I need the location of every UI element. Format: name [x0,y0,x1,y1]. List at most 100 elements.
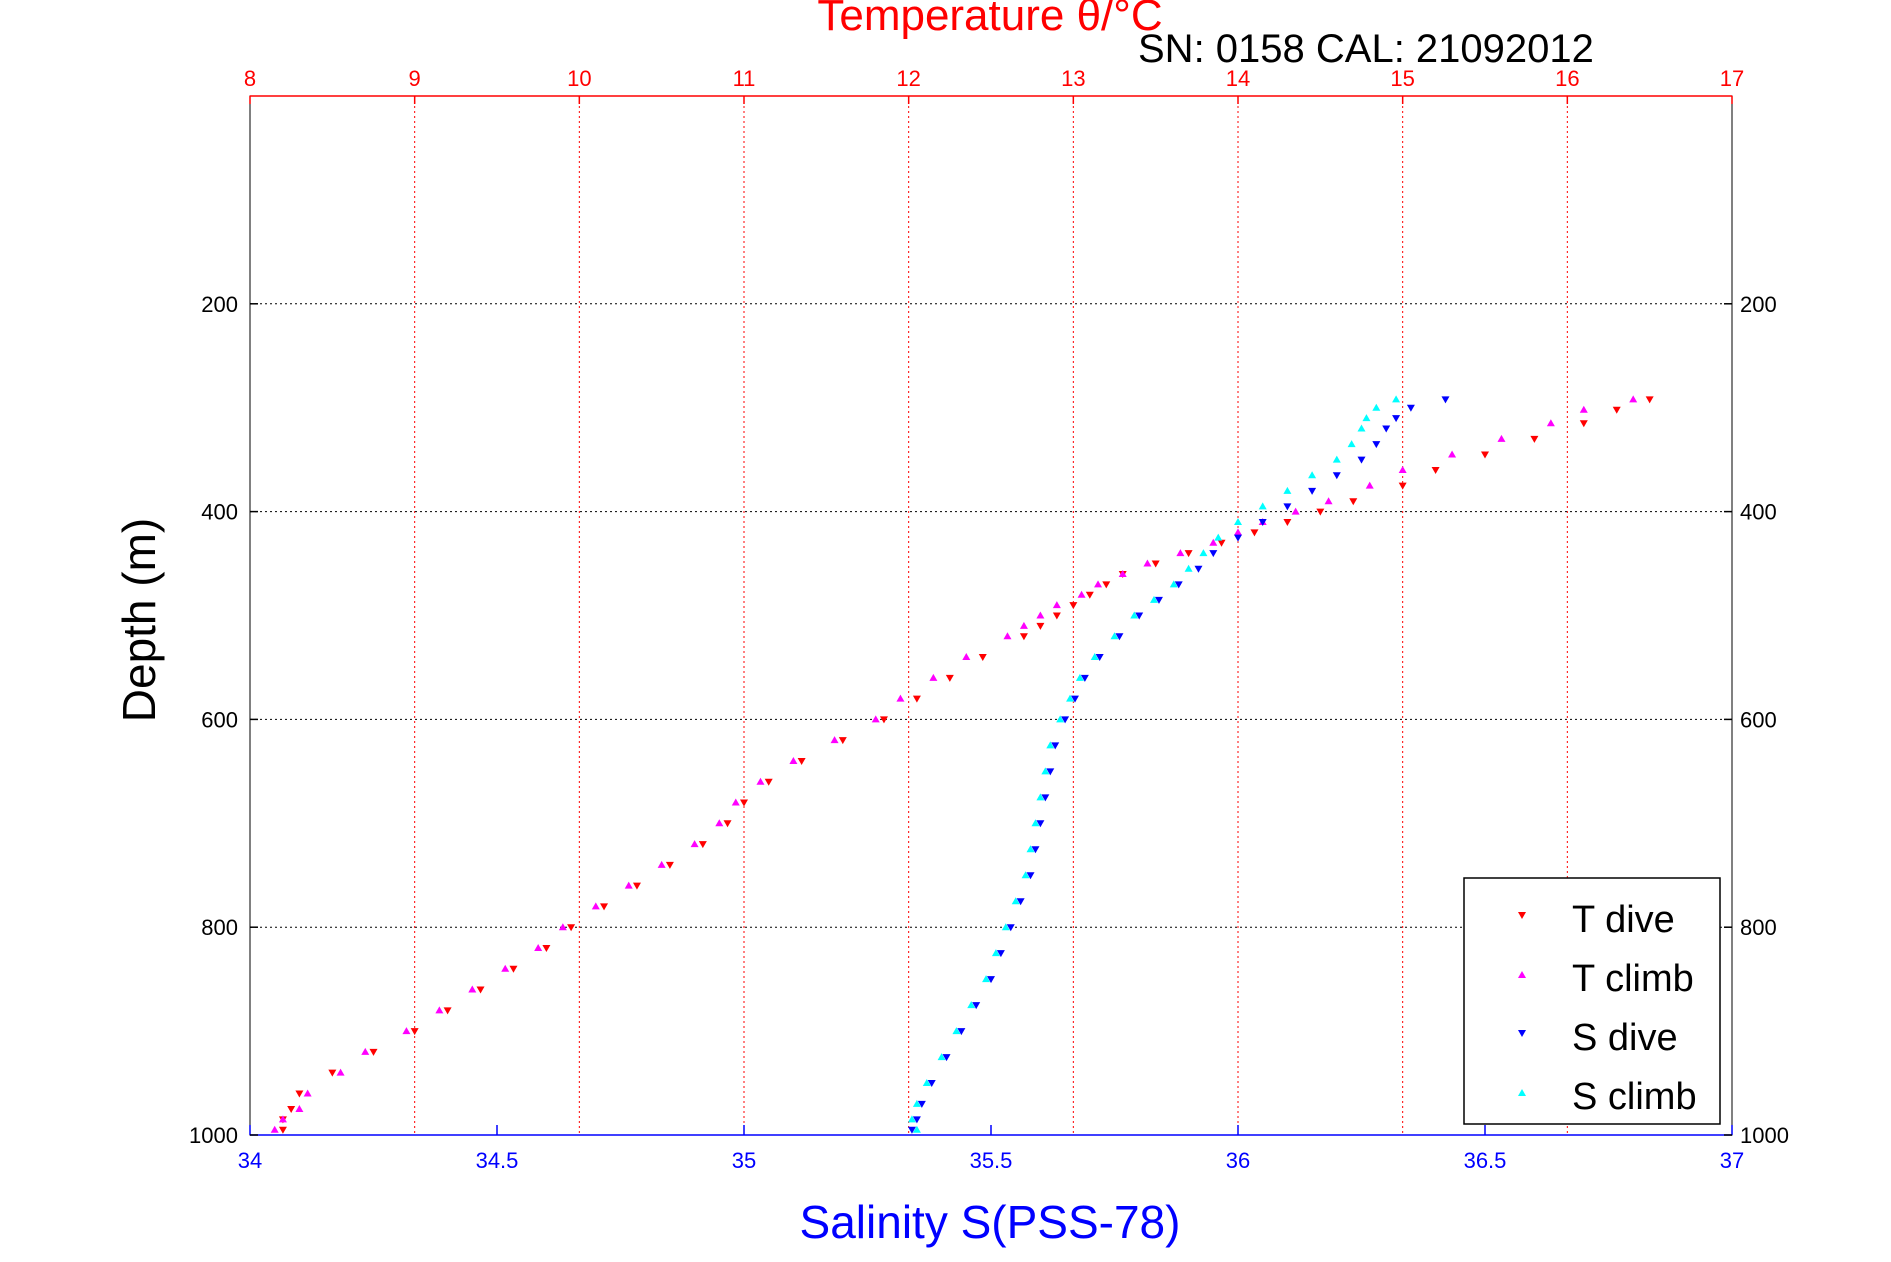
left-tick-labels: 200 400 600 800 1000 [189,292,258,1148]
point-t-dive-24 [879,716,888,724]
point-s-climb-22 [1041,767,1050,775]
point-s-dive-32 [957,1028,966,1036]
point-s-dive-18 [1080,674,1089,682]
point-s-dive-0 [1441,396,1450,404]
point-s-dive-16 [1115,633,1124,641]
point-t-dive-1 [1612,406,1621,414]
point-t-dive-5 [1431,467,1440,475]
point-s-dive-13 [1174,581,1183,589]
point-t-dive-25 [838,737,847,745]
point-s-dive-17 [1095,654,1104,662]
point-s-climb-27 [1011,897,1020,905]
point-s-climb-13 [1169,580,1178,588]
point-t-climb-16 [1077,590,1086,598]
point-t-climb-12 [1176,549,1185,557]
point-s-dive-25 [1031,846,1040,854]
bottom-tick-labels: 34 34.5 35 35.5 36 36.5 37 [238,1125,1744,1173]
point-s-climb-7 [1283,486,1292,494]
top-tick-label-8: 16 [1555,66,1579,91]
point-t-dive-45 [278,1126,287,1134]
point-s-dive-24 [1036,820,1045,828]
legend-marker-s-climb [1518,1089,1526,1096]
point-t-dive-26 [797,757,806,765]
point-s-climb-36 [907,1115,916,1123]
point-s-dive-26 [1026,872,1035,880]
point-s-climb-6 [1308,471,1317,479]
point-s-climb-30 [982,975,991,983]
point-t-climb-30 [690,840,699,848]
left-tick-label-1: 400 [201,500,238,525]
chart-title: Temperature θ/°C [817,0,1162,40]
x-axis-label: Salinity S(PSS-78) [800,1196,1181,1248]
point-t-dive-37 [476,986,485,994]
point-t-dive-13 [1151,560,1160,568]
point-s-climb-11 [1199,549,1208,557]
top-tick-labels: 8 9 10 11 12 13 14 15 16 17 [244,66,1744,104]
point-s-climb-14 [1150,595,1159,603]
top-tick-label-9: 17 [1720,66,1744,91]
point-t-dive-33 [600,903,609,911]
bottom-tick-label-6: 37 [1720,1148,1744,1173]
bottom-tick-label-4: 36 [1226,1148,1250,1173]
right-tick-label-0: 200 [1740,292,1777,317]
point-s-climb-29 [991,949,1000,957]
point-t-climb-37 [468,985,477,993]
point-t-dive-23 [912,695,921,703]
right-tick-labels: 200 400 600 800 1000 [1724,292,1789,1148]
point-s-climb-37 [912,1125,921,1133]
point-t-climb-28 [731,798,740,806]
point-s-climb-3 [1357,424,1366,432]
point-s-dive-6 [1332,472,1341,480]
point-t-climb-27 [756,777,765,785]
point-s-dive-29 [996,950,1005,958]
point-t-climb-24 [871,715,880,723]
point-s-climb-0 [1392,395,1401,403]
point-s-climb-15 [1130,611,1139,619]
point-t-climb-17 [1052,601,1061,609]
point-t-climb-36 [501,964,510,972]
point-t-climb-2 [1546,419,1555,427]
point-t-climb-35 [534,943,543,951]
point-t-dive-20 [1019,633,1028,641]
point-s-climb-2 [1362,414,1371,422]
chart-subtitle: SN: 0158 CAL: 21092012 [1138,27,1594,71]
point-s-dive-31 [972,1002,981,1010]
bottom-tick-label-3: 35.5 [970,1148,1013,1173]
point-s-climb-1 [1372,403,1381,411]
point-s-dive-37 [907,1126,916,1134]
point-t-climb-6 [1365,481,1374,489]
left-tick-label-0: 200 [201,292,238,317]
point-t-climb-19 [1019,621,1028,629]
bottom-tick-label-1: 34.5 [476,1148,519,1173]
legend-label-s-climb: S climb [1572,1076,1697,1118]
point-t-dive-31 [665,861,674,869]
point-t-climb-3 [1497,434,1506,442]
point-t-dive-4 [1481,451,1489,459]
top-tick-label-6: 14 [1226,66,1250,91]
point-t-climb-1 [1579,405,1588,413]
point-s-climb-20 [1056,715,1065,723]
legend-marker-t-climb [1518,971,1526,978]
point-t-dive-2 [1579,420,1588,428]
point-s-dive-5 [1357,456,1366,464]
point-s-dive-10 [1234,534,1242,542]
point-s-climb-9 [1234,517,1242,525]
point-t-climb-43 [295,1105,304,1113]
top-tick-label-7: 15 [1390,66,1414,91]
point-t-dive-42 [295,1090,304,1098]
point-t-climb-45 [270,1125,279,1133]
point-s-dive-1 [1406,404,1415,412]
point-s-dive-12 [1194,565,1203,573]
point-s-dive-19 [1070,695,1079,703]
point-t-dive-35 [542,944,551,952]
point-s-dive-33 [942,1054,951,1062]
point-t-climb-20 [1003,632,1012,640]
point-t-dive-41 [328,1069,337,1077]
legend: T dive T climb S dive S climb [1463,877,1721,1125]
bottom-tick-label-5: 36.5 [1464,1148,1507,1173]
point-t-dive-38 [443,1007,452,1015]
point-t-dive-10 [1250,529,1259,537]
point-t-climb-10 [1234,528,1242,536]
top-tick-label-2: 10 [567,66,591,91]
point-s-dive-22 [1046,768,1055,776]
